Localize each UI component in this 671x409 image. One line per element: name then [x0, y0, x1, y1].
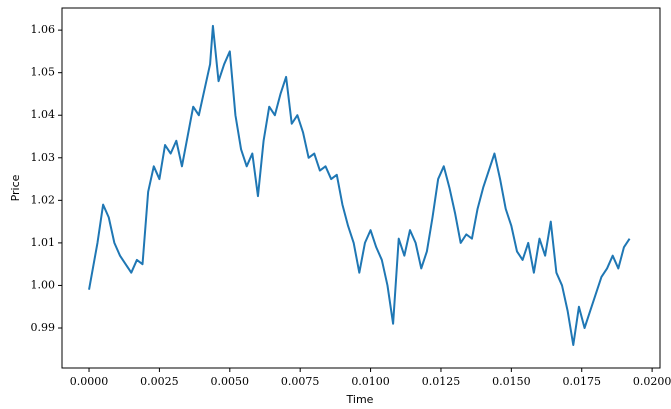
y-tick-label: 0.99 — [31, 321, 56, 334]
y-tick-label: 1.06 — [31, 23, 56, 36]
y-tick-label: 1.02 — [31, 193, 56, 206]
y-axis-label: Price — [9, 174, 22, 201]
price-line — [88, 24, 631, 347]
y-tick-label: 1.03 — [31, 151, 56, 164]
x-axis-label: Time — [346, 393, 374, 406]
x-tick-label: 0.0075 — [281, 375, 320, 388]
x-tick-label: 0.0050 — [211, 375, 250, 388]
x-tick-label: 0.0200 — [633, 375, 671, 388]
plot-frame — [61, 7, 661, 369]
x-tick-label: 0.0150 — [492, 375, 531, 388]
x-tick-label: 0.0175 — [562, 375, 601, 388]
y-tick-label: 1.00 — [31, 278, 56, 291]
x-tick-label: 0.0000 — [70, 375, 109, 388]
x-tick-label: 0.0100 — [351, 375, 390, 388]
y-tick-label: 1.04 — [31, 108, 56, 121]
y-tick-label: 1.01 — [31, 236, 56, 249]
x-tick-label: 0.0125 — [422, 375, 461, 388]
y-tick-label: 1.05 — [31, 66, 56, 79]
x-tick-label: 0.0025 — [140, 375, 179, 388]
